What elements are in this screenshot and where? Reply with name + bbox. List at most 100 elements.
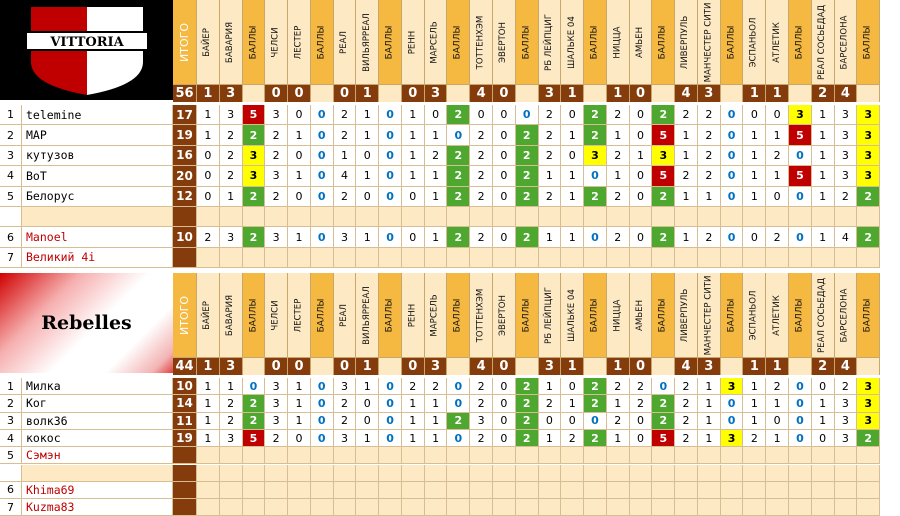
player-name: Сэмэн (22, 447, 173, 465)
header-label: НИЦЦА (612, 25, 623, 59)
row-number: 2 (0, 395, 22, 413)
prediction-cell: 0 (743, 227, 767, 248)
actual-blank (379, 85, 402, 102)
prediction-cell: 0 (356, 145, 380, 167)
prediction-cell: 0 (493, 145, 516, 167)
actual-score: 0 (629, 85, 653, 102)
header-label: ЭВЕРТОН (498, 294, 509, 336)
header-club: РБ ЛЕЙПЦИГ (538, 273, 562, 358)
prediction-cell: 2 (538, 186, 562, 207)
prediction-cell (356, 464, 380, 482)
points-cell: 2 (515, 145, 539, 167)
points-cell: 5 (242, 105, 266, 126)
player-total (173, 447, 197, 465)
prediction-cell (470, 464, 493, 482)
header-label: БАЛЛЫ (862, 25, 873, 59)
prediction-cell: 0 (356, 186, 380, 207)
actual-score: 0 (265, 358, 289, 375)
actual-score: 3 (697, 358, 721, 375)
header-points: БАЛЛЫ (310, 0, 334, 85)
prediction-cell: 1 (424, 429, 448, 448)
prediction-cell: 1 (743, 125, 767, 146)
prediction-cell: 1 (424, 125, 448, 146)
prediction-cell (265, 481, 289, 500)
header-label: БАЛЛЫ (589, 25, 600, 59)
points-cell: 2 (584, 429, 607, 448)
points-cell: 0 (584, 227, 607, 248)
player-total: 12 (173, 186, 197, 207)
actual-score: 1 (606, 85, 630, 102)
prediction-cell: 1 (356, 429, 380, 448)
points-cell (584, 247, 607, 269)
player-row: 6 Khima69 (0, 481, 900, 500)
actual-score: 4 (470, 85, 493, 102)
prediction-cell (697, 499, 721, 516)
prediction-cell: 2 (333, 125, 357, 146)
header-club: МАНЧЕСТЕР СИТИ (697, 273, 721, 358)
prediction-cell (356, 207, 380, 228)
prediction-cell (401, 247, 425, 269)
prediction-cell (629, 247, 653, 269)
prediction-cell: 1 (401, 429, 425, 448)
points-cell: 2 (242, 186, 266, 207)
prediction-cell (333, 464, 357, 482)
logo-text: Rebelles (41, 312, 132, 334)
prediction-cell: 1 (743, 145, 767, 167)
points-cell (857, 447, 881, 465)
header-label: ЛИВЕРПУЛЬ (680, 15, 691, 69)
prediction-cell (470, 247, 493, 269)
player-row: 7 Великий 4i (0, 247, 900, 269)
header-club: АМЬЕН (629, 273, 653, 358)
prediction-cell: 1 (697, 186, 721, 207)
points-cell (652, 499, 676, 516)
player-name: Великий 4i (22, 247, 173, 269)
prediction-cell (288, 447, 311, 465)
prediction-cell: 1 (288, 378, 311, 396)
prediction-cell (356, 447, 380, 465)
player-name: Kuzma83 (22, 499, 173, 516)
prediction-cell (766, 447, 790, 465)
points-cell (789, 464, 812, 482)
player-name: Manoel (22, 227, 173, 248)
prediction-cell: 0 (629, 412, 653, 430)
actual-score: 0 (493, 358, 516, 375)
prediction-cell (219, 247, 243, 269)
header-label: БАЙЕР (202, 27, 213, 57)
actual-score: 1 (356, 85, 380, 102)
player-total (173, 499, 197, 516)
header-label: БАЛЛЫ (521, 25, 532, 59)
prediction-cell (834, 207, 858, 228)
header-label: ЭСПАНЬОЛ (748, 17, 759, 67)
actual-score: 0 (333, 358, 357, 375)
points-cell (789, 499, 812, 516)
prediction-cell (675, 481, 698, 500)
points-cell (720, 207, 744, 228)
points-cell: 3 (857, 145, 881, 167)
actual-score: 3 (424, 85, 448, 102)
prediction-cell: 0 (561, 105, 585, 126)
prediction-cell: 1 (675, 125, 698, 146)
header-label: БАВАРИЯ (225, 21, 236, 63)
prediction-cell: 2 (333, 395, 357, 413)
header-club: НИЦЦА (606, 273, 630, 358)
player-row: 1 Милка 10 1 1 0 3 1 0 3 1 0 2 2 0 2 0 2 1 0 2 2 2 0 2 1 3 1 2 0 0 2 3 (0, 378, 900, 396)
actual-blank (720, 358, 744, 375)
header-label: ЭСПАНЬОЛ (748, 290, 759, 340)
prediction-cell: 2 (606, 227, 630, 248)
header-label: МАНЧЕСТЕР СИТИ (703, 275, 714, 355)
prediction-cell: 0 (493, 166, 516, 187)
prediction-cell: 0 (356, 412, 380, 430)
header-label: МАРСЕЛЬ (430, 20, 441, 64)
player-row: 2 Ког 14 1 2 2 3 1 0 2 0 0 1 1 0 2 0 2 2 1 2 1 2 2 2 1 0 1 1 0 1 3 3 (0, 395, 900, 413)
prediction-cell: 1 (561, 395, 585, 413)
prediction-cell (675, 207, 698, 228)
points-cell (720, 464, 744, 482)
points-cell: 2 (652, 227, 676, 248)
points-cell (515, 481, 539, 500)
header-label: МАРСЕЛЬ (430, 293, 441, 337)
header-club: ВИЛЬЯРРЕАЛ (356, 273, 380, 358)
player-row: 2 МАР 19 1 2 2 2 1 0 2 1 0 1 1 0 2 0 2 2 1 2 1 0 5 1 2 0 1 1 5 1 3 3 (0, 125, 900, 146)
points-cell (652, 447, 676, 465)
actual-score: 2 (811, 85, 835, 102)
points-cell: 2 (515, 429, 539, 448)
